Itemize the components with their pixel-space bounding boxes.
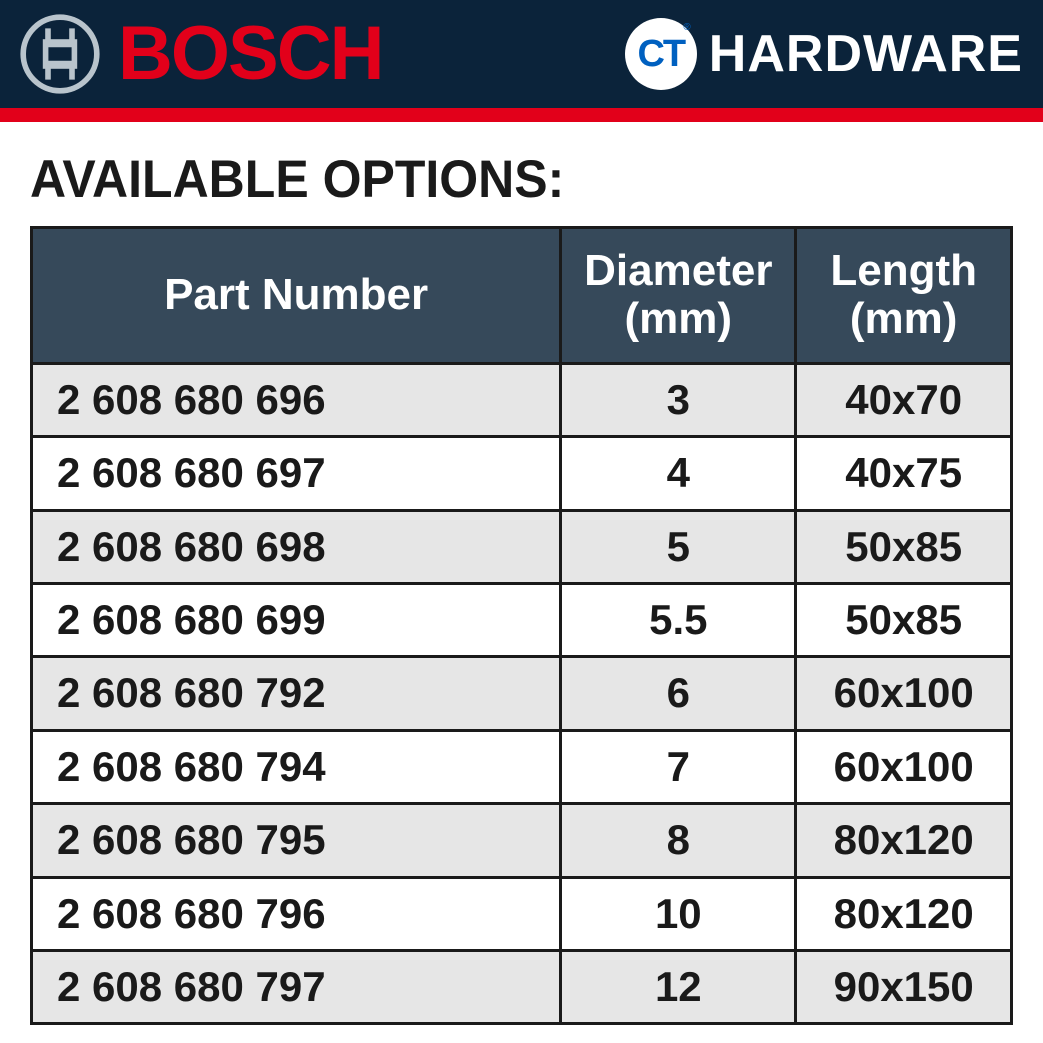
cell-part-number: 2 608 680 794 — [32, 730, 561, 803]
hardware-wordmark: HARDWARE — [709, 24, 1023, 84]
cell-part-number: 2 608 680 699 — [32, 583, 561, 656]
table-head: Part Number Diameter(mm) Length(mm) — [32, 228, 1012, 364]
cell-part-number: 2 608 680 792 — [32, 657, 561, 730]
cell-length: 40x70 — [796, 363, 1012, 436]
registered-icon: ® — [683, 22, 690, 33]
cell-diameter: 3 — [561, 363, 796, 436]
section-title: AVAILABLE OPTIONS: — [30, 149, 1013, 210]
cell-length: 50x85 — [796, 510, 1012, 583]
cell-diameter: 8 — [561, 804, 796, 877]
table-body: 2 608 680 696340x702 608 680 697440x752 … — [32, 363, 1012, 1024]
cell-diameter: 10 — [561, 877, 796, 950]
col-header-diameter: Diameter(mm) — [561, 228, 796, 364]
options-table: Part Number Diameter(mm) Length(mm) 2 60… — [30, 226, 1013, 1025]
table-row: 2 608 680 792660x100 — [32, 657, 1012, 730]
cell-part-number: 2 608 680 797 — [32, 950, 561, 1023]
cell-length: 60x100 — [796, 657, 1012, 730]
ct-hardware-logo-group: CT ® HARDWARE — [625, 18, 1023, 90]
cell-length: 60x100 — [796, 730, 1012, 803]
ct-badge: CT ® — [625, 18, 697, 90]
cell-diameter: 5.5 — [561, 583, 796, 656]
bosch-logo-group: BOSCH — [20, 14, 382, 94]
cell-part-number: 2 608 680 796 — [32, 877, 561, 950]
cell-length: 50x85 — [796, 583, 1012, 656]
col-header-part: Part Number — [32, 228, 561, 364]
cell-diameter: 6 — [561, 657, 796, 730]
bosch-wordmark: BOSCH — [118, 16, 382, 92]
cell-part-number: 2 608 680 696 — [32, 363, 561, 436]
table-row: 2 608 680 7961080x120 — [32, 877, 1012, 950]
table-row: 2 608 680 696340x70 — [32, 363, 1012, 436]
cell-part-number: 2 608 680 698 — [32, 510, 561, 583]
accent-stripe — [0, 108, 1043, 122]
col-header-part-label: Part Number — [164, 270, 428, 319]
content-area: AVAILABLE OPTIONS: Part Number Diameter(… — [0, 122, 1043, 1025]
table-row: 2 608 680 697440x75 — [32, 437, 1012, 510]
header-bar: BOSCH CT ® HARDWARE — [0, 0, 1043, 108]
table-row: 2 608 680 698550x85 — [32, 510, 1012, 583]
col-header-length: Length(mm) — [796, 228, 1012, 364]
cell-diameter: 7 — [561, 730, 796, 803]
table-row: 2 608 680 6995.550x85 — [32, 583, 1012, 656]
cell-length: 40x75 — [796, 437, 1012, 510]
cell-diameter: 5 — [561, 510, 796, 583]
table-row: 2 608 680 7971290x150 — [32, 950, 1012, 1023]
cell-part-number: 2 608 680 795 — [32, 804, 561, 877]
cell-diameter: 12 — [561, 950, 796, 1023]
ct-badge-text: CT — [637, 33, 684, 76]
cell-length: 80x120 — [796, 804, 1012, 877]
cell-length: 90x150 — [796, 950, 1012, 1023]
bosch-armature-icon — [20, 14, 100, 94]
table-row: 2 608 680 794760x100 — [32, 730, 1012, 803]
table-row: 2 608 680 795880x120 — [32, 804, 1012, 877]
cell-length: 80x120 — [796, 877, 1012, 950]
cell-diameter: 4 — [561, 437, 796, 510]
cell-part-number: 2 608 680 697 — [32, 437, 561, 510]
